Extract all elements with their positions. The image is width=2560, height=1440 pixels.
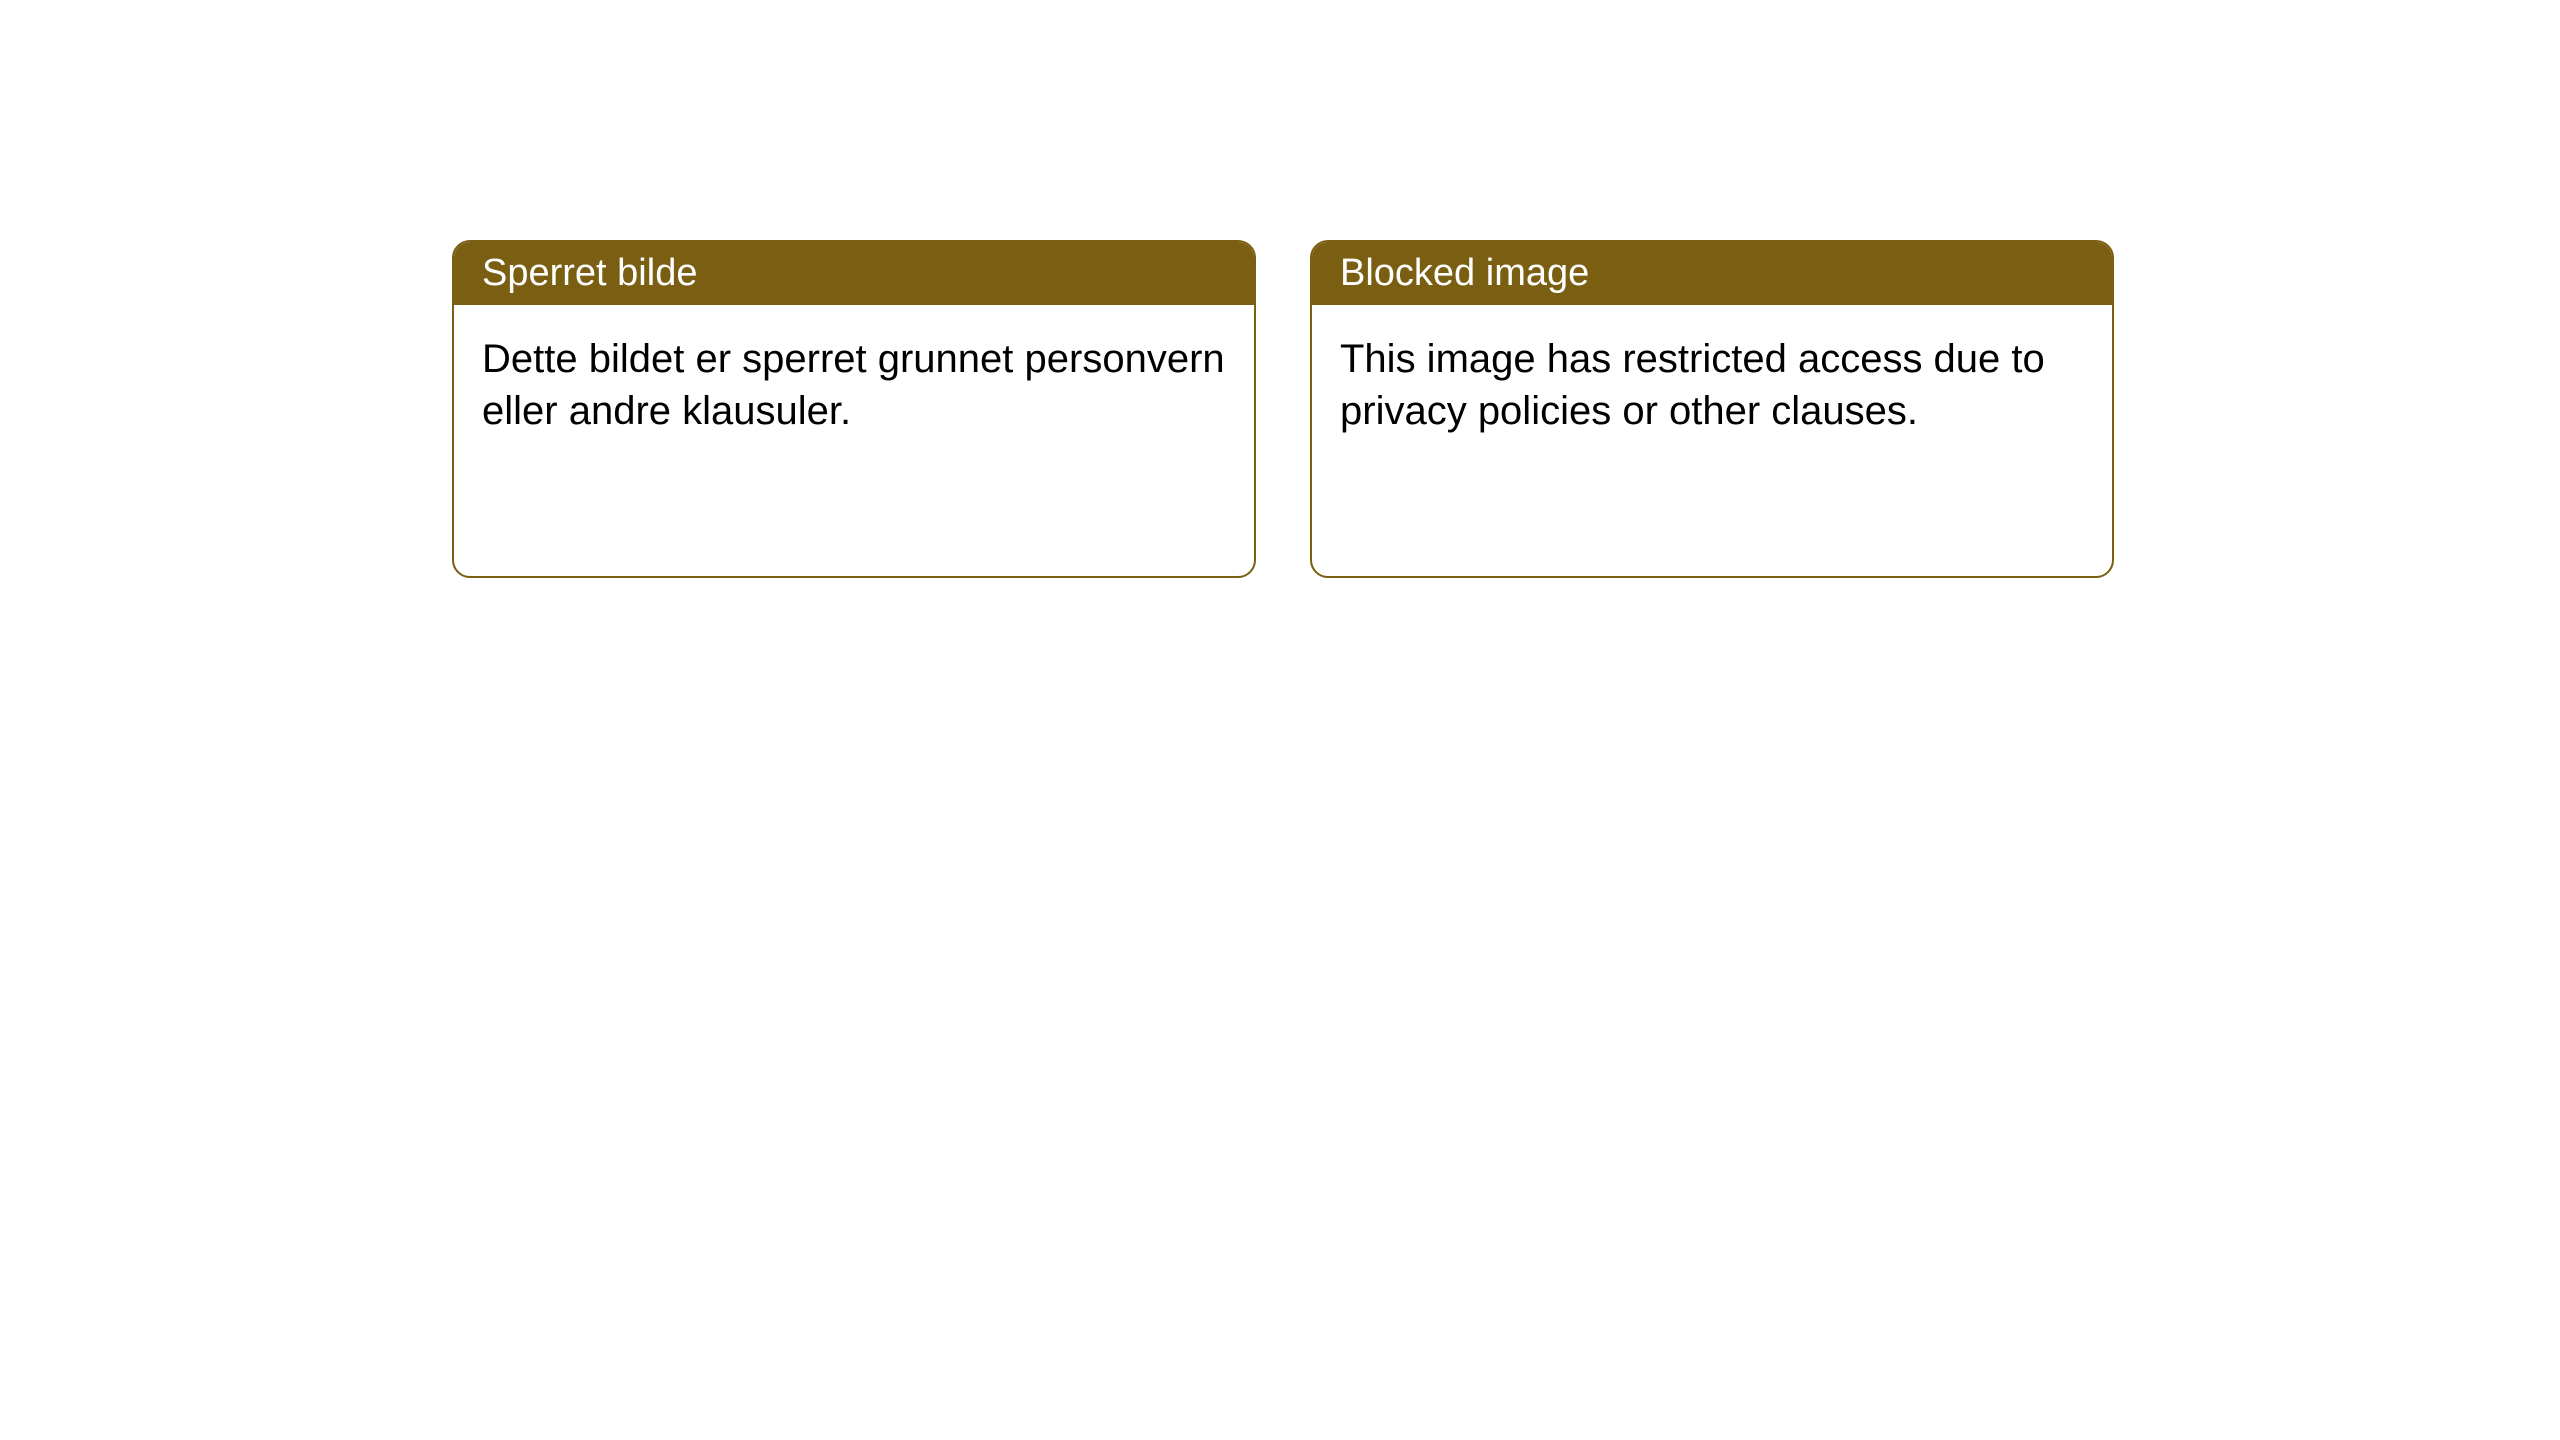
notice-body: This image has restricted access due to … [1312, 305, 2112, 465]
notice-card-norwegian: Sperret bilde Dette bildet er sperret gr… [452, 240, 1256, 578]
notice-title: Sperret bilde [482, 252, 697, 294]
notice-container: Sperret bilde Dette bildet er sperret gr… [452, 240, 2114, 578]
notice-title: Blocked image [1340, 252, 1589, 294]
notice-header: Blocked image [1312, 242, 2112, 305]
notice-card-english: Blocked image This image has restricted … [1310, 240, 2114, 578]
notice-body: Dette bildet er sperret grunnet personve… [454, 305, 1254, 465]
notice-header: Sperret bilde [454, 242, 1254, 305]
notice-message: This image has restricted access due to … [1340, 337, 2045, 433]
notice-message: Dette bildet er sperret grunnet personve… [482, 337, 1225, 433]
